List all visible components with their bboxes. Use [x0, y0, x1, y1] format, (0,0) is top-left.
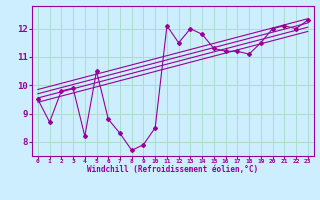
X-axis label: Windchill (Refroidissement éolien,°C): Windchill (Refroidissement éolien,°C)	[87, 165, 258, 174]
